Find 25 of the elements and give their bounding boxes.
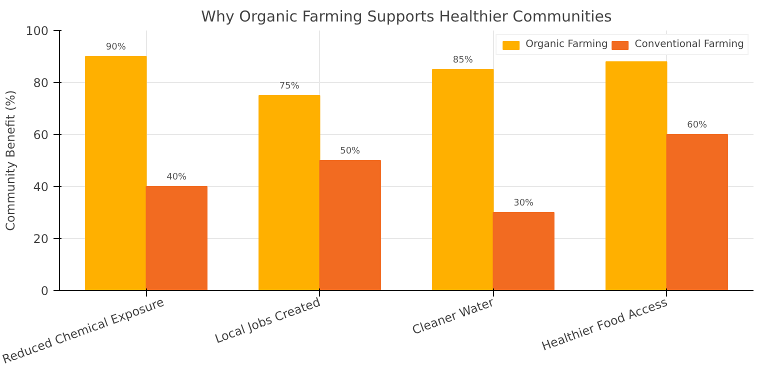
- bar: [258, 95, 320, 290]
- y-tick-label: 60: [33, 128, 49, 142]
- y-axis-title: Community Benefit (%): [4, 90, 18, 231]
- bar: [666, 134, 728, 290]
- data-label: 40%: [166, 172, 188, 182]
- bar: [319, 160, 381, 290]
- data-label: 85%: [452, 56, 474, 66]
- bar: [606, 61, 668, 290]
- y-tick-label: 80: [33, 76, 49, 90]
- chart-title: Why Organic Farming Supports Healthier Communities: [201, 8, 612, 26]
- y-tick-label: 100: [26, 24, 48, 38]
- data-label: 30%: [514, 198, 534, 208]
- bar: [85, 56, 147, 290]
- y-tick-label: 40: [33, 180, 49, 194]
- legend-label: Organic Farming: [526, 39, 608, 50]
- bar: [492, 212, 554, 290]
- data-label: 60%: [687, 120, 708, 130]
- bar: [432, 69, 494, 290]
- data-label: 50%: [340, 146, 361, 156]
- y-tick-label: 0: [40, 284, 49, 298]
- data-label: 90%: [106, 42, 126, 52]
- y-tick-label: 20: [33, 232, 49, 246]
- bar: [146, 186, 208, 290]
- data-label: 75%: [279, 82, 300, 92]
- legend-label: Conventional Farming: [634, 39, 744, 50]
